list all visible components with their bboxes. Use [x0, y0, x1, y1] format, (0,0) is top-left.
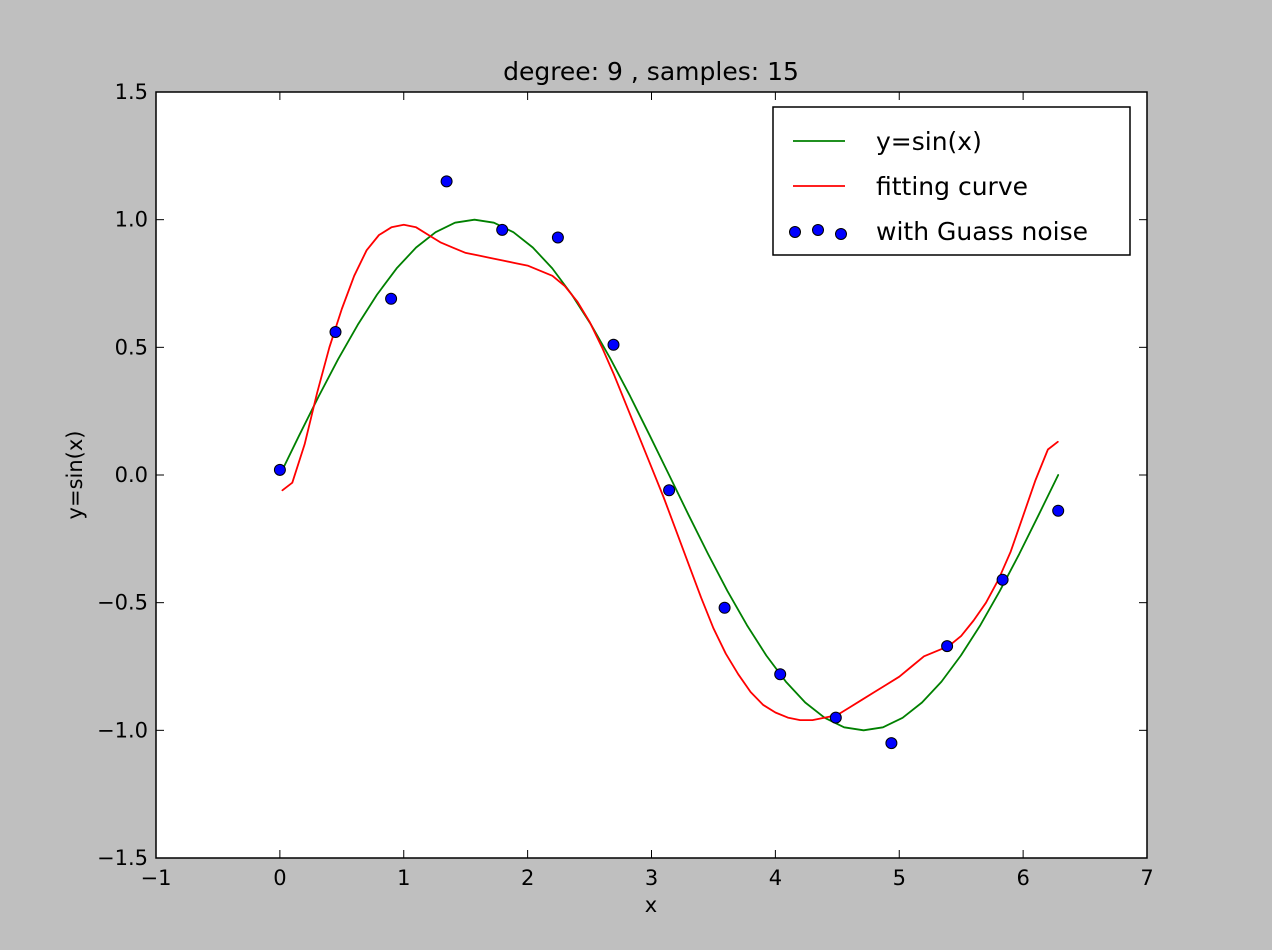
x-tick-label: 1 [397, 866, 410, 890]
data-point [941, 640, 954, 653]
y-tick-label: 0.5 [115, 335, 148, 359]
y-axis-label: y=sin(x) [63, 431, 87, 520]
data-point [273, 463, 286, 476]
ticks-layer: −1 0 1 2 3 4 5 6 7 −1.5 −1.0 −0.5 0.0 0.5 1.0 1.5 [97, 80, 1154, 890]
y-tick-label: −1.5 [97, 846, 148, 870]
x-tick-label: 5 [893, 866, 906, 890]
chart-title: degree: 9 , samples: 15 [503, 57, 799, 86]
y-tick-label: −1.0 [97, 718, 148, 742]
data-point [329, 326, 342, 338]
x-tick-label: 2 [521, 866, 534, 890]
plot-frame [155, 91, 1148, 859]
legend-marker [789, 226, 801, 238]
series-line-0 [278, 218, 1060, 732]
data-point [885, 737, 898, 750]
data-point [385, 292, 398, 305]
data-point [718, 601, 731, 614]
x-tick-label: 3 [645, 866, 658, 890]
y-tick-label: 1.5 [115, 80, 148, 104]
x-tick-label: 0 [273, 866, 286, 890]
x-tick-label: 4 [769, 866, 782, 890]
legend: y=sin(x) fitting curve with Guass noise [772, 106, 1131, 256]
data-point [496, 223, 509, 236]
y-tick-label: 1.0 [115, 208, 148, 232]
data-point [829, 711, 842, 724]
x-tick-label: 7 [1140, 866, 1153, 890]
x-tick-label: 6 [1016, 866, 1029, 890]
series-line-1 [281, 223, 1059, 721]
series-layer [273, 175, 1065, 750]
y-tick-label: 0.0 [115, 463, 148, 487]
legend-label-fit: fitting curve [876, 172, 1028, 201]
legend-box [772, 106, 1131, 256]
data-point [663, 484, 676, 497]
x-tick-label: −1 [141, 866, 172, 890]
data-point [440, 175, 453, 188]
data-point [1052, 504, 1065, 517]
legend-label-noise: with Guass noise [876, 217, 1088, 246]
legend-marker [812, 224, 824, 236]
x-axis-label: x [645, 893, 657, 917]
data-point [607, 338, 620, 351]
y-tick-label: −0.5 [97, 591, 148, 615]
data-point [996, 573, 1009, 586]
legend-label-sine: y=sin(x) [876, 127, 982, 156]
data-point [551, 231, 564, 244]
data-point [774, 668, 787, 681]
legend-marker [835, 228, 847, 240]
